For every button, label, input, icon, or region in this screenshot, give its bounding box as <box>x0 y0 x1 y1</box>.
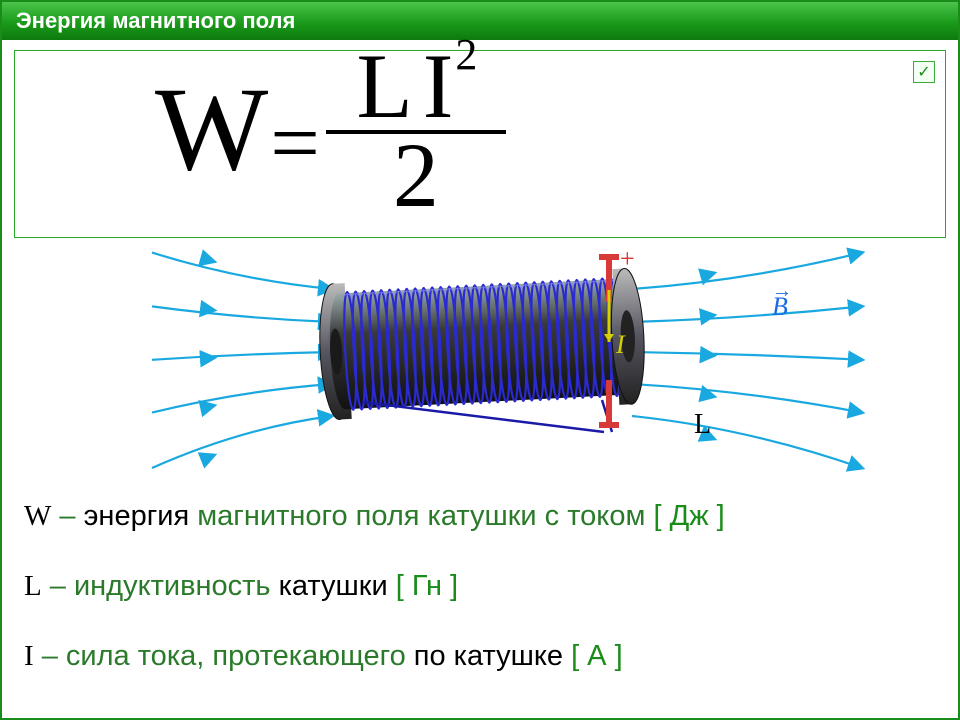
legend-text: индуктивность <box>74 570 279 602</box>
formula-L: L <box>356 45 412 128</box>
legend-row-W: W – энергия магнитного поля катушки с то… <box>24 500 940 533</box>
coil-diagram <box>2 234 960 482</box>
app-frame: Энергия магнитного поля W = L I 2 2 ✓ L … <box>0 0 960 720</box>
page-title: Энергия магнитного поля <box>16 8 295 33</box>
formula-fraction: L I 2 2 <box>326 45 506 214</box>
legend-unit: [ Дж ] <box>653 500 724 532</box>
legend-sym: W <box>24 500 51 532</box>
legend-sym: L <box>24 570 42 602</box>
legend-row-I: I – сила тока, протекающего по катушке [… <box>24 640 940 673</box>
formula-denominator: 2 <box>393 136 439 214</box>
legend-text: катушки с током <box>428 500 654 532</box>
formula-I: I <box>423 45 454 128</box>
label-plus: + <box>620 244 635 274</box>
formula-equals: = <box>270 93 320 194</box>
label-B-vector: → B <box>772 292 788 322</box>
legend-dash: – <box>34 640 66 672</box>
legend-text: магнитного поля <box>197 500 427 532</box>
formula-numerator: L I 2 <box>356 45 475 128</box>
energy-formula: W = L I 2 2 <box>155 45 506 214</box>
label-L: L <box>694 409 711 441</box>
legend-unit: [ А ] <box>571 640 623 672</box>
legend-dash: – <box>51 500 83 532</box>
legend-row-L: L – индуктивность катушки [ Гн ] <box>24 570 940 603</box>
formula-box: W = L I 2 2 ✓ <box>14 50 946 238</box>
check-icon[interactable]: ✓ <box>913 61 935 83</box>
label-I: I <box>616 330 625 360</box>
legend-unit: [ Гн ] <box>396 570 458 602</box>
legend-sym: I <box>24 640 34 672</box>
legend-text: сила тока, протекающего <box>66 640 414 672</box>
vector-arrow-icon: → <box>772 280 792 303</box>
legend-text: по катушке <box>414 640 571 672</box>
legend-text: энергия <box>84 500 198 532</box>
formula-exponent: 2 <box>455 35 477 75</box>
formula-lhs: W <box>155 69 268 189</box>
legend-dash: – <box>42 570 74 602</box>
legend-text: катушки <box>279 570 396 602</box>
title-bar: Энергия магнитного поля <box>2 2 958 40</box>
